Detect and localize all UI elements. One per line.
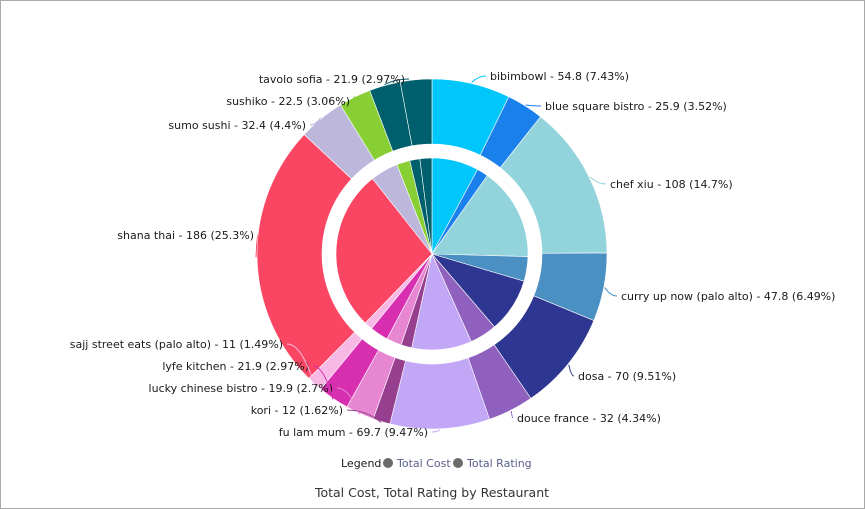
slice-label-bibimbowl: bibimbowl - 54.8 (7.43%) (490, 70, 629, 83)
leader-line-curry-up-now-palo-alto (604, 287, 618, 297)
outer-ring-total-cost (256, 78, 608, 430)
leader-line-sumo-sushi (309, 117, 322, 126)
leader-line-lyfe-kitchen (312, 365, 334, 400)
slice-label-tavolo-sofia: tavolo sofia - 21.9 (2.97%) (259, 73, 405, 86)
leader-line-dosa (568, 364, 575, 377)
slice-label-lucky-chinese-bistro: lucky chinese bistro - 19.9 (2.7%) (149, 382, 333, 395)
slice-label-kori: kori - 12 (1.62%) (251, 404, 343, 417)
leader-line-fu-lam-mum (431, 429, 441, 433)
legend-item-total-cost[interactable]: Total Cost (396, 457, 451, 470)
inner-ring-total-rating (335, 157, 529, 351)
leader-line-shana-thai (255, 234, 259, 258)
slice-label-shana-thai: shana thai - 186 (25.3%) (117, 229, 254, 242)
slice-label-douce-france: douce france - 32 (4.34%) (517, 412, 661, 425)
chart-title: Total Cost, Total Rating by Restaurant (314, 485, 549, 500)
leader-line-bibimbowl (471, 75, 487, 83)
leader-line-douce-france (510, 411, 514, 419)
slice-label-sajj-street-eats-palo-alto: sajj street eats (palo alto) - 11 (1.49%… (70, 338, 283, 351)
legend-marker-total-rating[interactable] (453, 458, 463, 468)
leader-line-tavolo-sofia (384, 78, 410, 85)
slice-label-fu-lam-mum: fu lam mum - 69.7 (9.47%) (279, 426, 428, 439)
slice-label-sumo-sushi: sumo sushi - 32.4 (4.4%) (168, 119, 306, 132)
legend-marker-total-cost[interactable] (383, 458, 393, 468)
inner-slice-unlabeled[interactable] (419, 157, 433, 255)
legend-title: Legend (341, 457, 381, 470)
leader-line-blue-square-bistro (525, 104, 542, 107)
outer-slice-unlabeled[interactable] (399, 78, 433, 147)
leader-line-kori (346, 409, 382, 423)
legend: Legend Total Cost Total Rating (341, 457, 532, 470)
leader-line-chef-xiu (589, 176, 607, 185)
slice-label-curry-up-now-palo-alto: curry up now (palo alto) - 47.8 (6.49%) (621, 290, 835, 303)
slice-labels: bibimbowl - 54.8 (7.43%) blue square bist… (70, 70, 836, 439)
inner-slice-shana-thai[interactable] (335, 178, 433, 324)
leader-line-sajj-street-eats-palo-alto (286, 343, 315, 385)
leader-line-lucky-chinese-bistro (336, 387, 360, 415)
outer-slice-shana-thai[interactable] (256, 134, 356, 379)
legend-item-total-rating[interactable]: Total Rating (466, 457, 532, 470)
slice-label-blue-square-bistro: blue square bistro - 25.9 (3.52%) (545, 100, 727, 113)
slice-label-lyfe-kitchen: lyfe kitchen - 21.9 (2.97%) (162, 360, 309, 373)
inner-slice-chef-xiu[interactable] (431, 175, 529, 257)
slice-label-sushiko: sushiko - 22.5 (3.06%) (226, 95, 350, 108)
slice-label-dosa: dosa - 70 (9.51%) (578, 370, 676, 383)
slice-label-chef-xiu: chef xiu - 108 (14.7%) (610, 178, 733, 191)
